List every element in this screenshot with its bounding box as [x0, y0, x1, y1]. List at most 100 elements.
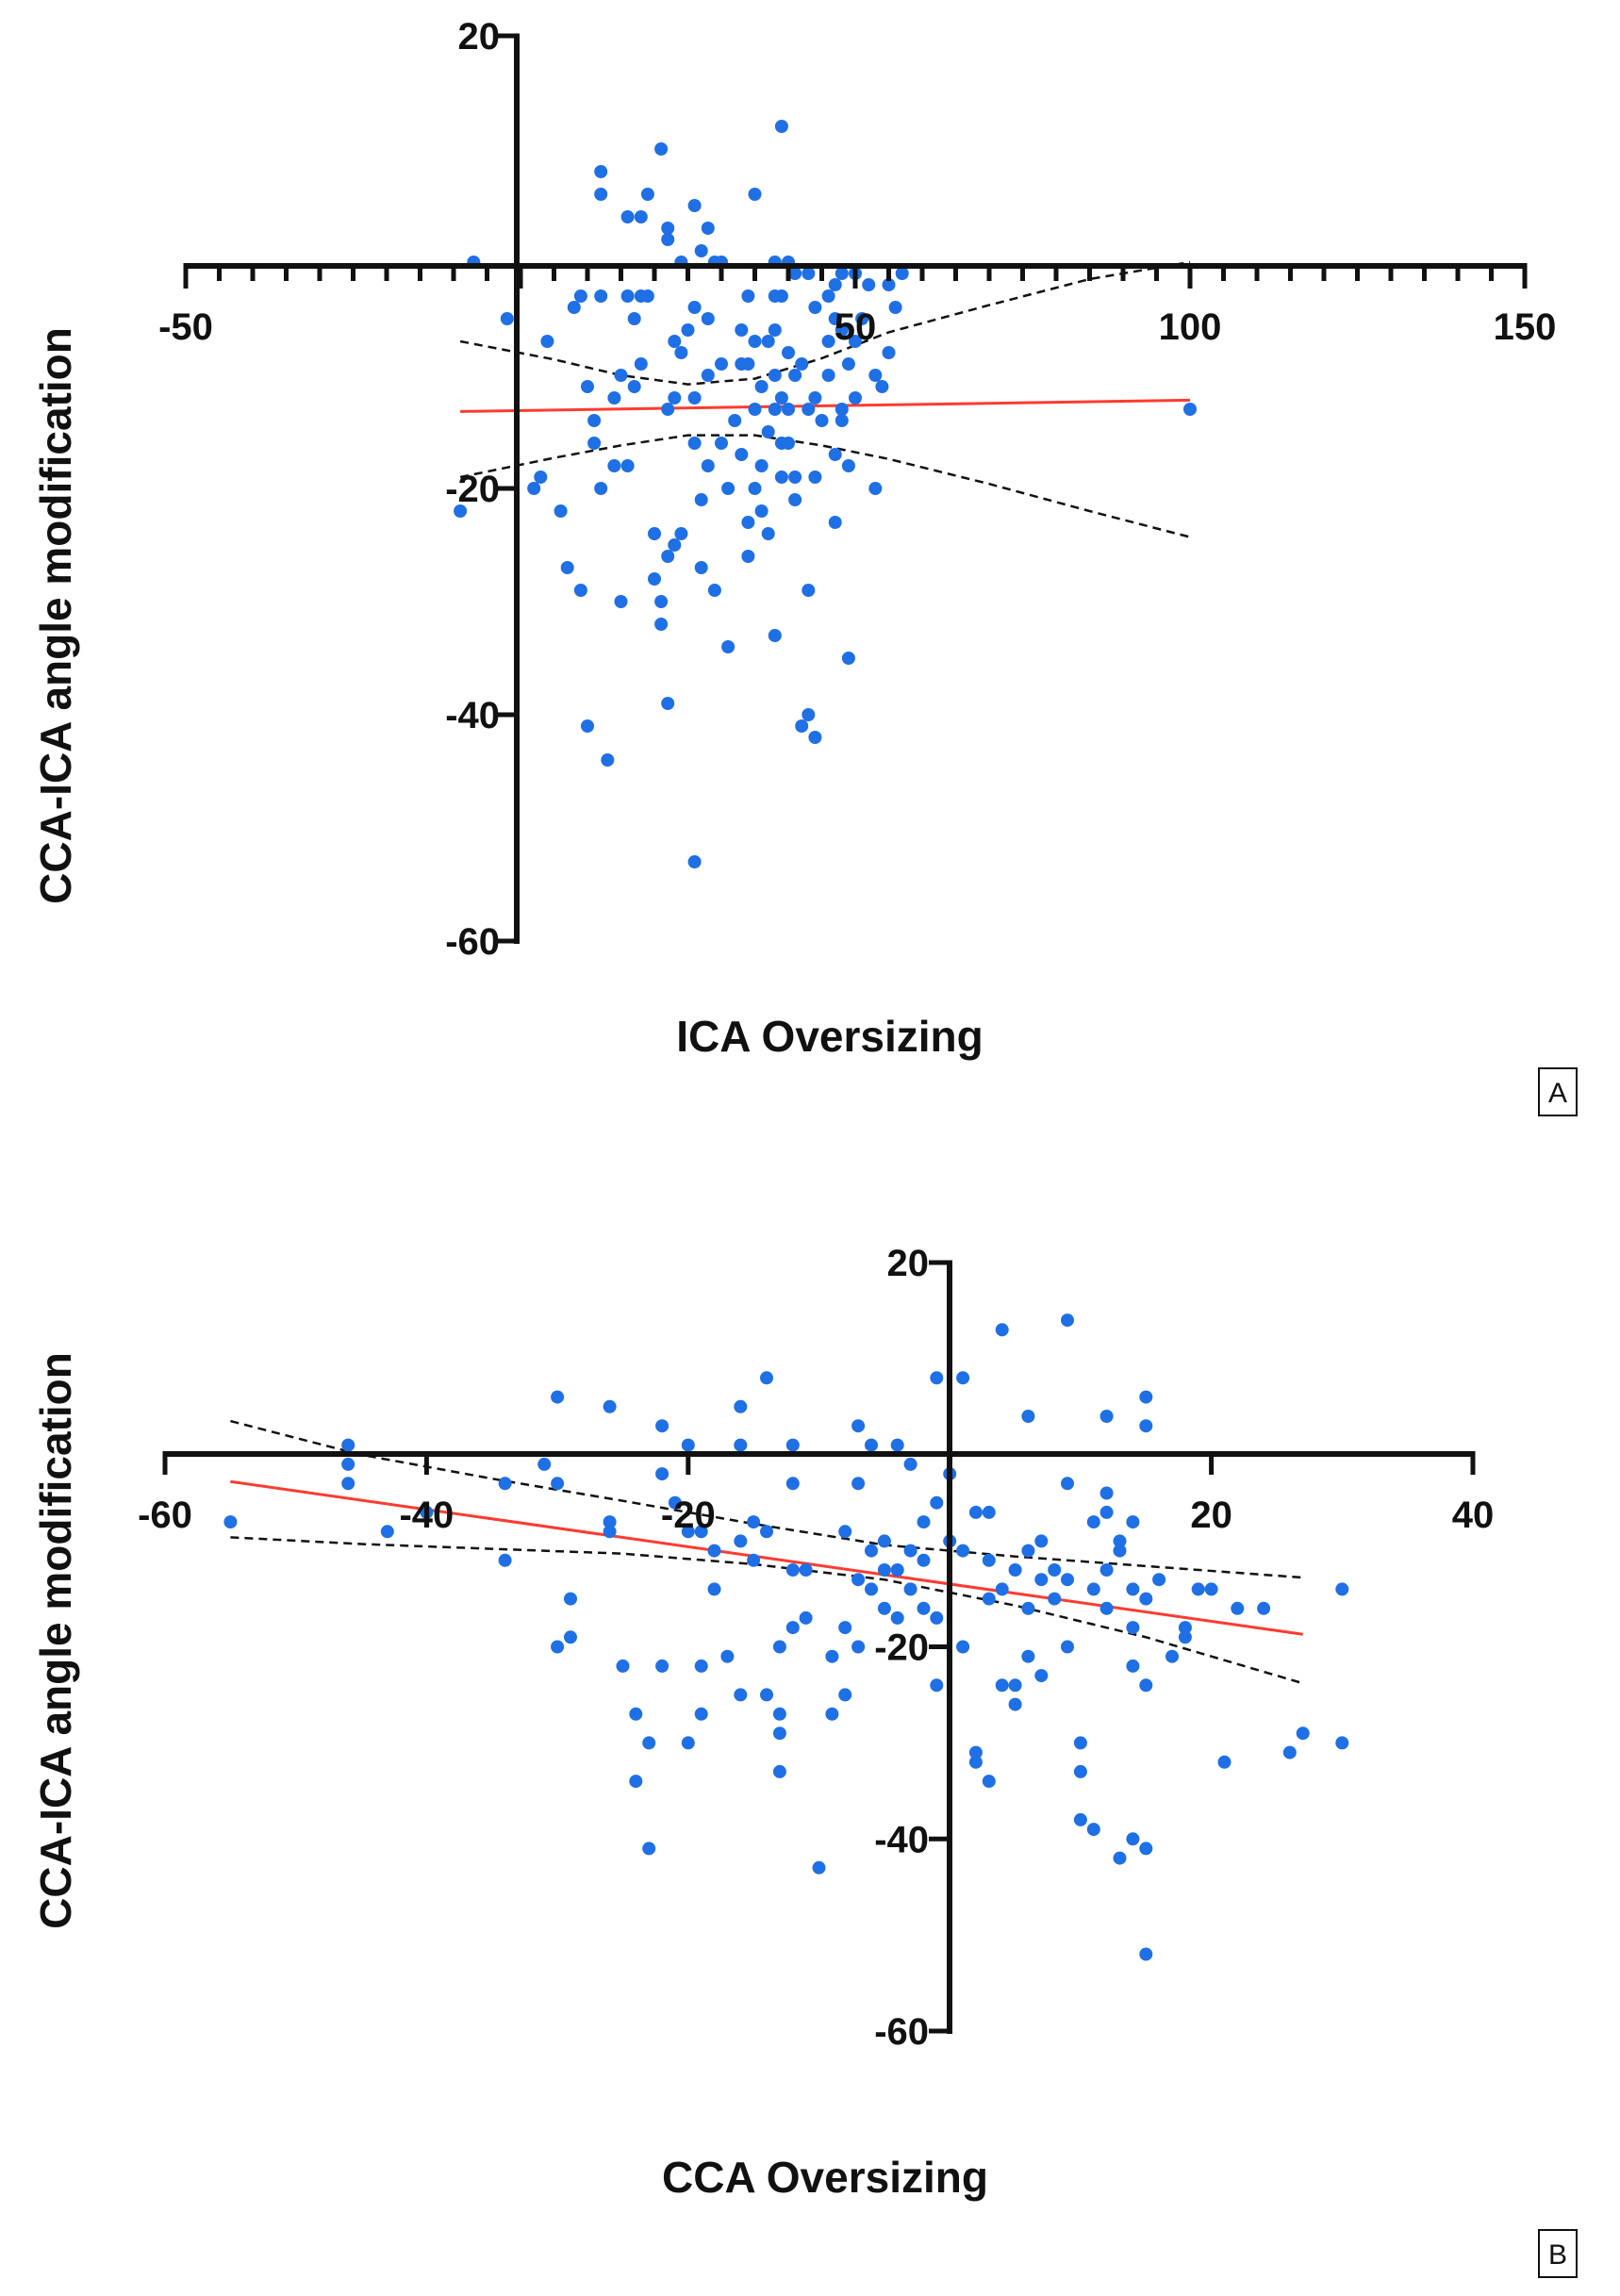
panel-b-point [1099, 1505, 1114, 1519]
panel-a-y-tick-label: -20 [445, 469, 500, 510]
panel-a-point [594, 289, 608, 303]
panel-a-point [768, 323, 782, 337]
panel-b-point [865, 1582, 878, 1596]
panel-b-point [1086, 1582, 1100, 1596]
panel-b-point [772, 1640, 786, 1654]
panel-b-point [1335, 1736, 1349, 1750]
panel-b-x-tick-label: 20 [1190, 1495, 1232, 1536]
panel-b-point [1008, 1697, 1022, 1711]
panel-b-point [1034, 1534, 1049, 1548]
panel-a-point [654, 142, 669, 156]
panel-b-point [1048, 1563, 1062, 1577]
panel-b-fit-line-group [230, 1479, 1303, 1636]
panel-a-point [868, 369, 883, 382]
panel-a-point [573, 289, 587, 303]
panel-b-point [1139, 1592, 1153, 1606]
panel-b-point [694, 1707, 708, 1721]
panel-b-point [1126, 1582, 1140, 1596]
panel-b-point [785, 1563, 800, 1577]
panel-b-point [603, 1515, 617, 1529]
panel-b-point [1034, 1573, 1049, 1587]
panel-b-point [707, 1544, 721, 1558]
panel-a-point [707, 584, 721, 597]
panel-a-point [888, 301, 902, 314]
panel-b-point [930, 1495, 944, 1510]
panel-b-point [1204, 1582, 1218, 1596]
panel-b-point [930, 1678, 944, 1693]
panel-a-point [540, 335, 554, 348]
panel-a-point [828, 448, 842, 461]
panel-b-point [785, 1621, 800, 1635]
panel-b-point [1061, 1477, 1074, 1491]
panel-b-point [865, 1544, 878, 1558]
panel-b-point [655, 1419, 669, 1433]
panel-b-point [1178, 1630, 1192, 1644]
panel-a-point [587, 414, 602, 427]
panel-b-point [982, 1592, 996, 1606]
panel-a-x-tick-label: 150 [1494, 306, 1557, 348]
panel-a-y-tick-label: 20 [458, 16, 501, 58]
panel-b-point [785, 1477, 800, 1491]
panel-a-point [454, 504, 468, 518]
panel-a-point [721, 640, 736, 653]
panel-b-point [760, 1688, 773, 1702]
panel-a-point [721, 482, 736, 495]
panel-b-point [655, 1467, 669, 1481]
panel-b-point [956, 1544, 970, 1558]
panel-b-point [917, 1553, 931, 1567]
panel-a-point [849, 335, 862, 348]
panel-a-point [554, 504, 568, 518]
panel-b-point [629, 1707, 643, 1721]
panel-b-point [917, 1515, 931, 1529]
panel-a-point [694, 493, 708, 506]
panel-b-point [930, 1371, 944, 1385]
panel-b-point [694, 1659, 708, 1673]
panel-a-point [627, 380, 641, 393]
panel-b-point [1021, 1601, 1035, 1615]
panel-b-point [655, 1659, 669, 1673]
panel-a-label-box [1538, 1067, 1578, 1116]
panel-a-point [500, 312, 514, 325]
panel-a-point [701, 459, 715, 472]
panel-a-point [687, 391, 702, 405]
panel-b-point [1034, 1669, 1049, 1683]
panel-a-point [808, 391, 822, 405]
panel-a-point [782, 346, 795, 359]
panel-b-point [1152, 1573, 1166, 1587]
panel-a-point [835, 323, 849, 337]
panel-b-point [616, 1659, 630, 1673]
panel-a-xlabel: ICA Oversizing [676, 1012, 983, 1061]
panel-b-point [1231, 1601, 1245, 1615]
panel-a-point [748, 482, 762, 495]
panel-a-point [774, 289, 788, 303]
panel-b-point [877, 1563, 891, 1577]
panel-b-point [1126, 1659, 1140, 1673]
panel-a-point [735, 323, 749, 337]
panel-a-point [601, 753, 615, 767]
panel-a-point [560, 561, 574, 574]
panel-b-point [603, 1525, 617, 1539]
panel-b-point [1139, 1947, 1153, 1961]
panel-b-point [851, 1640, 866, 1654]
panel-a-point [620, 210, 635, 223]
panel-a-point [741, 516, 755, 529]
panel-b-point [760, 1371, 773, 1385]
panel-a-point [567, 301, 581, 314]
panel-a-point [828, 312, 842, 325]
panel-a-point [761, 527, 775, 540]
panel-a-point [774, 391, 788, 405]
panel-b-point [564, 1592, 577, 1606]
panel-b-point [1086, 1823, 1100, 1837]
panel-a-point [694, 244, 708, 257]
panel-a-point [640, 188, 654, 201]
panel-b-point [1139, 1419, 1153, 1433]
panel-b-point [1061, 1640, 1074, 1654]
panel-b-points [223, 1313, 1349, 1961]
panel-a-fit-line [460, 398, 1191, 413]
panel-b-point [903, 1457, 917, 1471]
panel-b-point [838, 1525, 852, 1539]
panel-a-point [788, 471, 802, 484]
panel-a-point [687, 301, 702, 314]
panel-b-point [799, 1563, 813, 1577]
panel-b-point [1048, 1592, 1062, 1606]
